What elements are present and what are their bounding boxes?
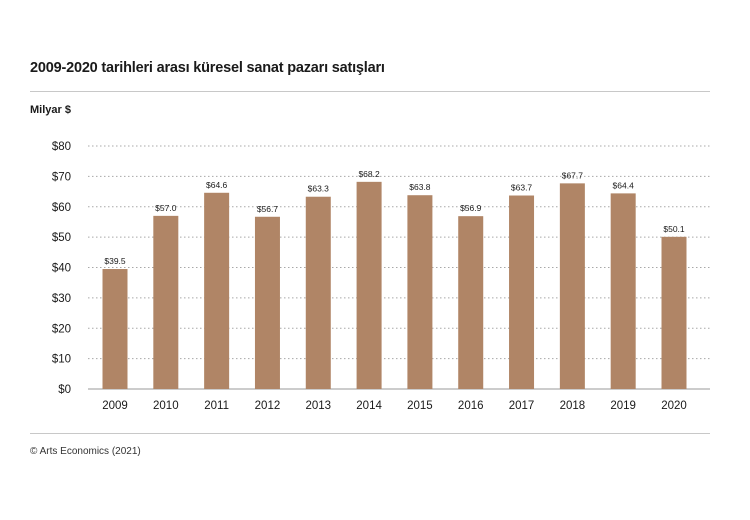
x-tick-label: 2016: [458, 400, 484, 412]
bar: [559, 183, 585, 389]
x-tick-label: 2010: [153, 400, 179, 412]
x-tick-label: 2018: [560, 400, 586, 412]
data-label: $67.7: [562, 170, 584, 180]
x-tick-label: 2013: [305, 400, 331, 412]
bar: [661, 236, 687, 389]
bar: [610, 193, 636, 389]
y-tick-label: $0: [58, 384, 71, 396]
data-label: $56.7: [257, 204, 279, 214]
data-label: $63.7: [511, 183, 533, 193]
x-tick-label: 2019: [610, 400, 636, 412]
data-label: $56.9: [460, 203, 482, 213]
bar: [153, 215, 179, 389]
y-tick-label: $70: [52, 171, 71, 183]
data-label: $64.4: [613, 180, 635, 190]
y-tick-label: $50: [52, 232, 71, 244]
top-divider: [30, 91, 710, 92]
x-tick-label: 2017: [509, 400, 535, 412]
x-tick-label: 2014: [356, 400, 382, 412]
bar: [305, 196, 331, 389]
source-credit: © Arts Economics (2021): [30, 446, 141, 457]
x-tick-label: 2020: [661, 400, 687, 412]
x-tick-label: 2012: [255, 400, 281, 412]
x-tick-label: 2009: [102, 400, 128, 412]
x-tick-label: 2011: [204, 400, 229, 412]
y-axis-label: Milyar $: [30, 104, 71, 116]
data-label: $39.5: [104, 256, 126, 266]
data-label: $63.3: [308, 184, 330, 194]
bottom-divider: [30, 433, 710, 434]
y-tick-label: $60: [52, 202, 71, 214]
bar: [204, 192, 230, 389]
x-tick-label: 2015: [407, 400, 433, 412]
data-label: $57.0: [155, 203, 177, 213]
data-label: $50.1: [663, 224, 685, 234]
bar: [458, 216, 484, 389]
chart-title: 2009-2020 tarihleri arası küresel sanat …: [30, 60, 385, 76]
y-tick-label: $20: [52, 323, 71, 335]
bar: [102, 269, 128, 389]
y-tick-label: $30: [52, 293, 71, 305]
y-tick-label: $10: [52, 354, 71, 366]
y-tick-label: $80: [52, 141, 71, 153]
y-tick-label: $40: [52, 263, 71, 275]
bar: [356, 181, 382, 389]
bar: [254, 216, 280, 389]
data-label: $68.2: [358, 169, 380, 179]
data-label: $63.8: [409, 182, 431, 192]
bar: [509, 195, 535, 389]
data-label: $64.6: [206, 180, 228, 190]
bar: [407, 195, 433, 389]
